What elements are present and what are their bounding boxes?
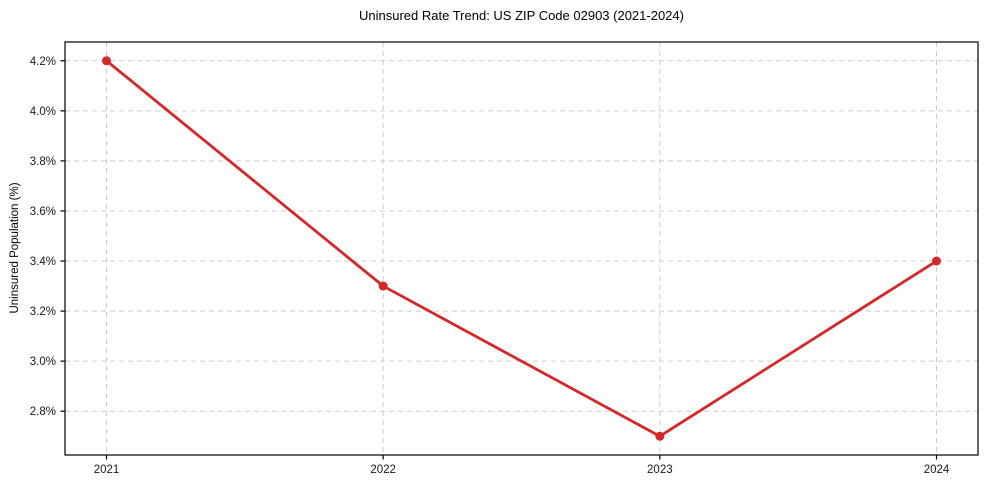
y-tick-label: 3.4% bbox=[30, 256, 56, 268]
chart-title: Uninsured Rate Trend: US ZIP Code 02903 … bbox=[359, 8, 684, 23]
data-point-marker bbox=[102, 56, 111, 66]
data-point-marker bbox=[932, 256, 941, 266]
y-tick-label: 3.8% bbox=[30, 156, 56, 168]
y-tick-label: 3.2% bbox=[30, 306, 56, 318]
x-tick-label: 2021 bbox=[94, 464, 120, 476]
trend-line bbox=[105, 59, 938, 438]
y-tick-label: 4.0% bbox=[30, 106, 56, 118]
axes-frame bbox=[64, 41, 979, 456]
plot-area bbox=[65, 42, 978, 455]
y-tick-label: 4.2% bbox=[30, 56, 56, 68]
y-tick-label: 2.8% bbox=[30, 406, 56, 418]
data-point-marker bbox=[378, 281, 388, 291]
x-tick-label: 2024 bbox=[924, 464, 950, 476]
y-axis-label: Uninsured Population (%) bbox=[9, 182, 21, 314]
x-tick-label: 2023 bbox=[647, 464, 673, 476]
y-tick-label: 3.6% bbox=[30, 206, 56, 218]
x-tick-label: 2022 bbox=[370, 464, 396, 476]
data-point-marker bbox=[655, 431, 665, 441]
y-tick-label: 3.0% bbox=[30, 356, 56, 368]
